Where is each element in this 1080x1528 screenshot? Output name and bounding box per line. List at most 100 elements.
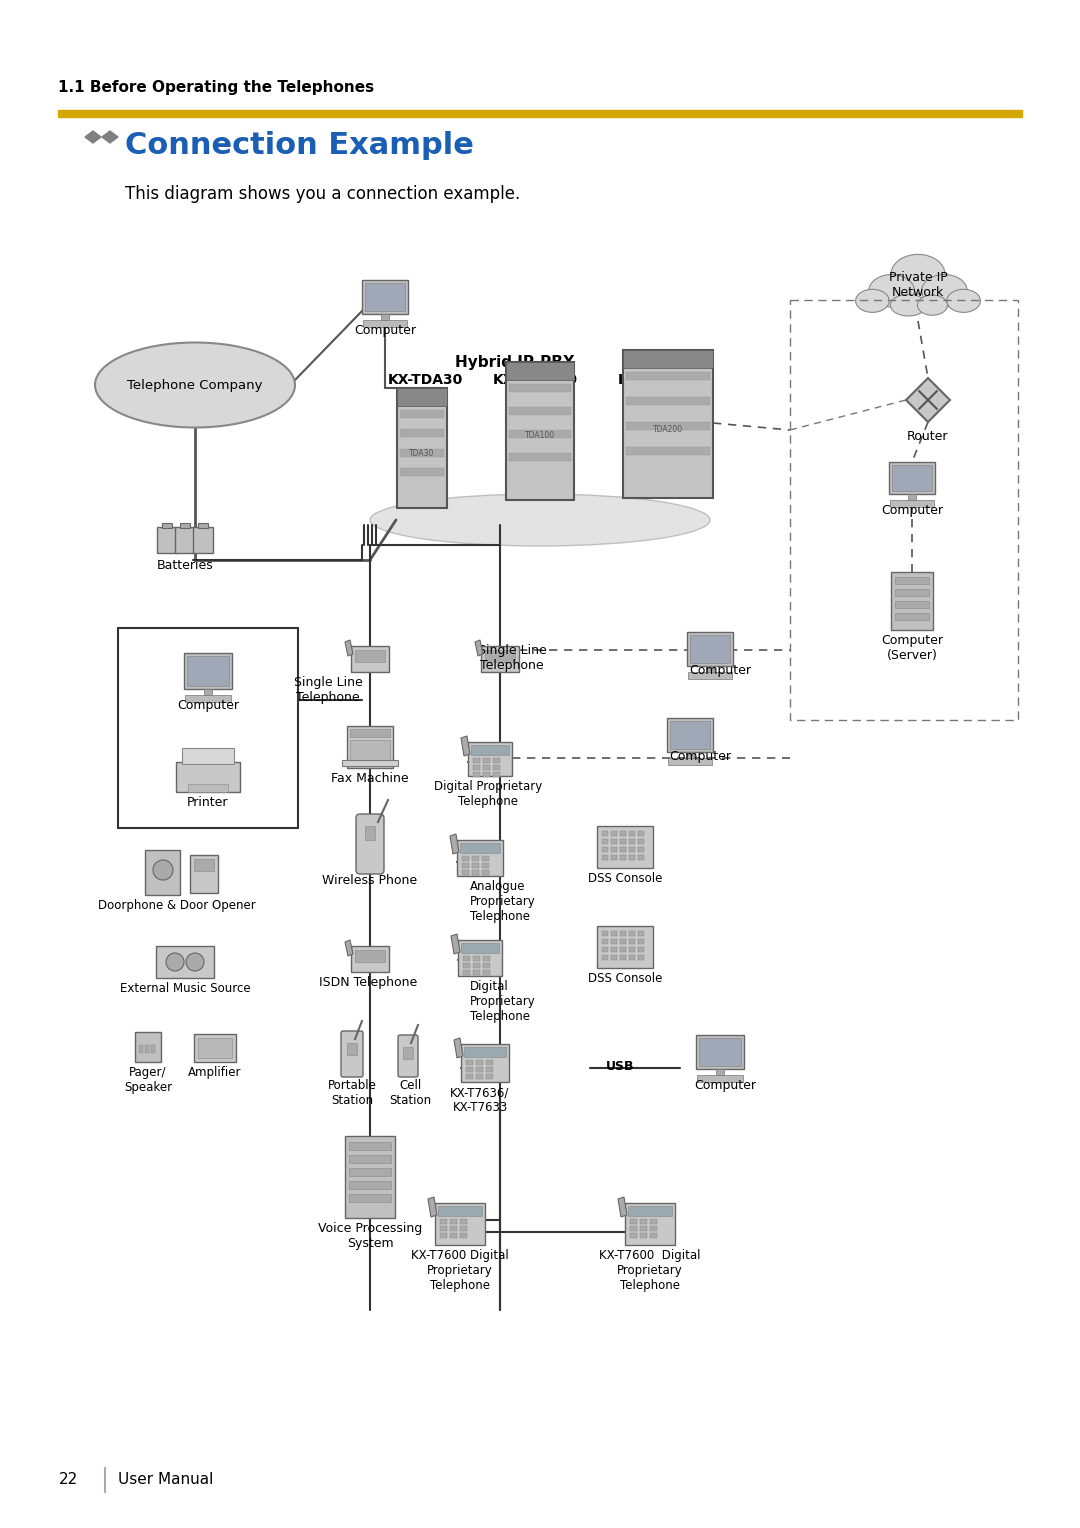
Bar (638, 931, 644, 937)
Bar (620, 940, 626, 944)
Bar (194, 1034, 237, 1062)
Bar (688, 672, 732, 678)
Text: DSS Console: DSS Console (588, 972, 662, 986)
Bar (198, 1038, 232, 1057)
Bar (509, 384, 571, 393)
Bar (349, 1193, 391, 1203)
FancyBboxPatch shape (399, 1034, 418, 1077)
Bar (706, 666, 714, 672)
Text: Wireless Phone: Wireless Phone (323, 874, 418, 886)
Bar (626, 397, 710, 405)
Text: Single Line
Telephone: Single Line Telephone (477, 643, 546, 672)
Bar (473, 758, 480, 762)
Bar (509, 452, 571, 461)
Bar (362, 280, 408, 313)
Bar (438, 1206, 482, 1216)
Bar (472, 856, 480, 860)
Bar (349, 1141, 391, 1151)
Text: External Music Source: External Music Source (120, 983, 251, 995)
Polygon shape (85, 131, 102, 144)
Bar (486, 1074, 492, 1079)
Bar (118, 628, 298, 828)
Bar (509, 429, 571, 439)
Text: Hybrid IP-PBX: Hybrid IP-PBX (455, 354, 575, 370)
Bar (440, 1219, 447, 1224)
Bar (640, 1233, 647, 1238)
Text: Cell
Station: Cell Station (389, 1079, 431, 1106)
Bar (156, 946, 214, 978)
Bar (188, 784, 228, 792)
Bar (435, 1203, 485, 1245)
Bar (471, 746, 509, 755)
Text: Fax Machine: Fax Machine (332, 772, 409, 785)
Bar (889, 461, 935, 494)
Bar (462, 869, 469, 876)
Bar (620, 839, 626, 843)
Text: Voice Processing
System: Voice Processing System (318, 1222, 422, 1250)
Bar (472, 863, 480, 868)
Bar (640, 1225, 647, 1232)
Bar (473, 772, 480, 778)
Text: Pager/
Speaker: Pager/ Speaker (124, 1067, 172, 1094)
Bar (492, 772, 500, 778)
Bar (640, 1219, 647, 1224)
Polygon shape (475, 640, 483, 656)
Ellipse shape (855, 289, 889, 312)
Bar (629, 847, 635, 853)
Bar (892, 465, 932, 490)
Bar (483, 957, 490, 961)
Bar (699, 1038, 741, 1067)
Bar (482, 863, 489, 868)
Bar (365, 827, 375, 840)
Bar (620, 947, 626, 952)
Bar (476, 1074, 483, 1079)
Polygon shape (450, 834, 459, 854)
Bar (350, 729, 390, 736)
Bar (472, 869, 480, 876)
Ellipse shape (917, 295, 947, 315)
Bar (611, 839, 617, 843)
Bar (350, 740, 390, 759)
Text: DSS Console: DSS Console (588, 872, 662, 885)
Bar (365, 283, 405, 312)
Bar (602, 831, 608, 836)
Bar (620, 931, 626, 937)
Bar (462, 856, 469, 860)
Bar (483, 970, 490, 975)
Text: Computer: Computer (694, 1079, 756, 1093)
Circle shape (153, 860, 173, 880)
Bar (342, 759, 399, 766)
Bar (145, 850, 180, 895)
Bar (175, 527, 195, 553)
Bar (190, 856, 218, 892)
Bar (204, 689, 212, 695)
Text: KX-T7600  Digital
Proprietary
Telephone: KX-T7600 Digital Proprietary Telephone (599, 1248, 701, 1293)
Text: Printer: Printer (187, 796, 229, 808)
Bar (895, 588, 929, 596)
Text: USB: USB (606, 1060, 634, 1073)
Polygon shape (461, 736, 470, 756)
Bar (630, 1219, 637, 1224)
Text: This diagram shows you a connection example.: This diagram shows you a connection exam… (125, 185, 521, 203)
Bar (463, 970, 470, 975)
Bar (139, 1045, 143, 1053)
Bar (638, 856, 644, 860)
Bar (349, 1167, 391, 1177)
Bar (629, 947, 635, 952)
Polygon shape (102, 131, 118, 144)
Polygon shape (345, 640, 353, 656)
Text: ISDN Telephone: ISDN Telephone (319, 976, 417, 989)
Text: KX-T7600 Digital
Proprietary
Telephone: KX-T7600 Digital Proprietary Telephone (411, 1248, 509, 1293)
Bar (349, 1181, 391, 1189)
Bar (789, 299, 1018, 720)
Polygon shape (428, 1196, 437, 1216)
Bar (492, 758, 500, 762)
Bar (626, 448, 710, 455)
Text: KX-TDA100: KX-TDA100 (492, 373, 578, 387)
Bar (465, 1074, 473, 1079)
Bar (440, 1233, 447, 1238)
Bar (602, 955, 608, 960)
Polygon shape (345, 940, 353, 957)
Bar (483, 758, 490, 762)
Bar (184, 652, 232, 689)
